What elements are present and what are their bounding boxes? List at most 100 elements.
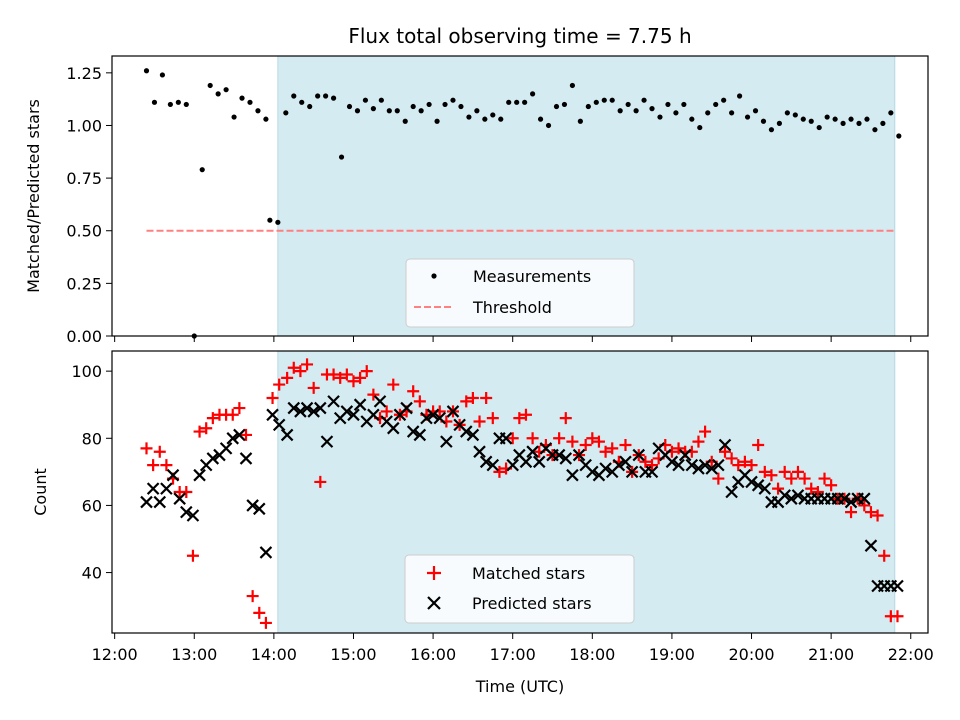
matched-star-point [811, 486, 824, 498]
measurement-point [800, 116, 806, 122]
predicted-star-point [586, 465, 599, 479]
predicted-star-point [838, 492, 851, 505]
measurement-point [263, 116, 269, 122]
y-tick-label: 0.50 [66, 222, 102, 241]
measurement-point [561, 101, 568, 108]
predicted-star-point [725, 485, 738, 499]
matched-star-point [240, 428, 253, 441]
predicted-star-point [272, 418, 286, 432]
predicted-star-point [314, 401, 327, 415]
top-panel-frame [111, 55, 929, 337]
predicted-star-point [712, 458, 725, 472]
measurement-point [362, 97, 369, 103]
predicted-star-point [858, 492, 871, 505]
predicted-star-point [173, 492, 186, 505]
matched-star-point [253, 606, 266, 619]
matched-star-point [307, 381, 320, 394]
threshold-legend-label: Threshold [472, 298, 552, 317]
measurement-point [386, 108, 392, 114]
measurements-legend-label: Measurements [473, 267, 591, 286]
predicted-star-point [473, 445, 486, 458]
matched-star-point [772, 482, 785, 495]
measurement-point [474, 108, 480, 114]
measurement-point [736, 93, 743, 99]
measurement-point [394, 108, 400, 114]
predicted-star-point [287, 401, 301, 415]
matched-star-point [259, 616, 272, 629]
measurement-point [681, 101, 687, 108]
measurement-point [609, 97, 615, 103]
matched-star-point [314, 475, 327, 488]
measurement-point [307, 103, 313, 110]
measurement-point [824, 114, 830, 120]
predicted-star-point [778, 489, 791, 502]
predicted-star-point [446, 405, 460, 418]
predicted-star-point [166, 468, 180, 482]
predicted-star-point [758, 482, 772, 495]
matched-star-point [639, 455, 652, 468]
measurement-point [239, 95, 245, 101]
measurement-point [585, 103, 591, 110]
matched-star-point [387, 378, 400, 391]
matched-star-point [599, 445, 612, 458]
matched-star-point [758, 465, 771, 478]
measurement-point [697, 124, 703, 131]
predicted-star-point [705, 462, 719, 475]
predicted-star-point [864, 539, 878, 552]
matched-star-point [193, 425, 206, 438]
measurement-point [466, 114, 472, 120]
measurement-point [784, 110, 790, 116]
measurement-point [880, 120, 886, 126]
predicted-star-point [672, 458, 685, 472]
matched-star-point [778, 465, 791, 478]
matched-star-point [347, 375, 360, 388]
predicted-star-point [678, 448, 692, 462]
measurement-point [768, 127, 775, 133]
top-y-axis-label: Matched/Predicted stars [24, 99, 43, 293]
predicted-star-point [206, 452, 220, 465]
predicted-star-point [844, 495, 858, 509]
matched-star-point [646, 459, 659, 472]
measurement-point [418, 108, 424, 114]
predicted-star-point [559, 452, 573, 465]
measurement-point [247, 99, 253, 105]
matched-star-point [281, 371, 294, 384]
measurement-point [354, 108, 361, 114]
predicted-star-point [612, 458, 626, 472]
predicted-star-point [718, 438, 732, 452]
matched-star-point [354, 371, 367, 384]
predicted-star-point [791, 489, 805, 502]
predicted-star-point [160, 482, 173, 495]
predicted-star-points [140, 395, 904, 593]
measurement-point [199, 167, 205, 173]
matched-star-point [506, 432, 519, 445]
measurement-point [808, 118, 814, 124]
predicted-star-point [233, 428, 246, 442]
measurement-point [402, 118, 408, 124]
predicted-star-point [632, 448, 646, 462]
measurement-point [255, 108, 261, 114]
matched-star-point [186, 549, 199, 562]
predicted-star-point [367, 408, 380, 422]
matched-star-point [327, 368, 340, 381]
matched-star-point [732, 459, 745, 472]
matched-star-point [791, 465, 804, 478]
predicted-star-point [253, 502, 266, 516]
predicted-star-point [519, 455, 533, 469]
measurement-point [553, 103, 560, 110]
bottom-panel: 40 60 80 100 12:00 13:00 14:00 15:00 16:00 17:00… [31, 350, 934, 696]
predicted-star-point [692, 462, 705, 475]
predicted-star-point [246, 499, 259, 512]
matched-star-point [334, 371, 347, 384]
measurement-point [283, 110, 289, 116]
x-tick-label: 17:00 [490, 645, 536, 664]
measurement-point [744, 114, 751, 120]
measurement-point [223, 87, 229, 93]
measurement-point [498, 116, 504, 122]
bottom-y-ticks: 40 60 80 100 [71, 362, 112, 583]
predicted-star-point [532, 455, 546, 469]
matched-star-point [553, 432, 566, 445]
predicted-star-point [645, 465, 659, 479]
predicted-star-point [891, 579, 904, 593]
